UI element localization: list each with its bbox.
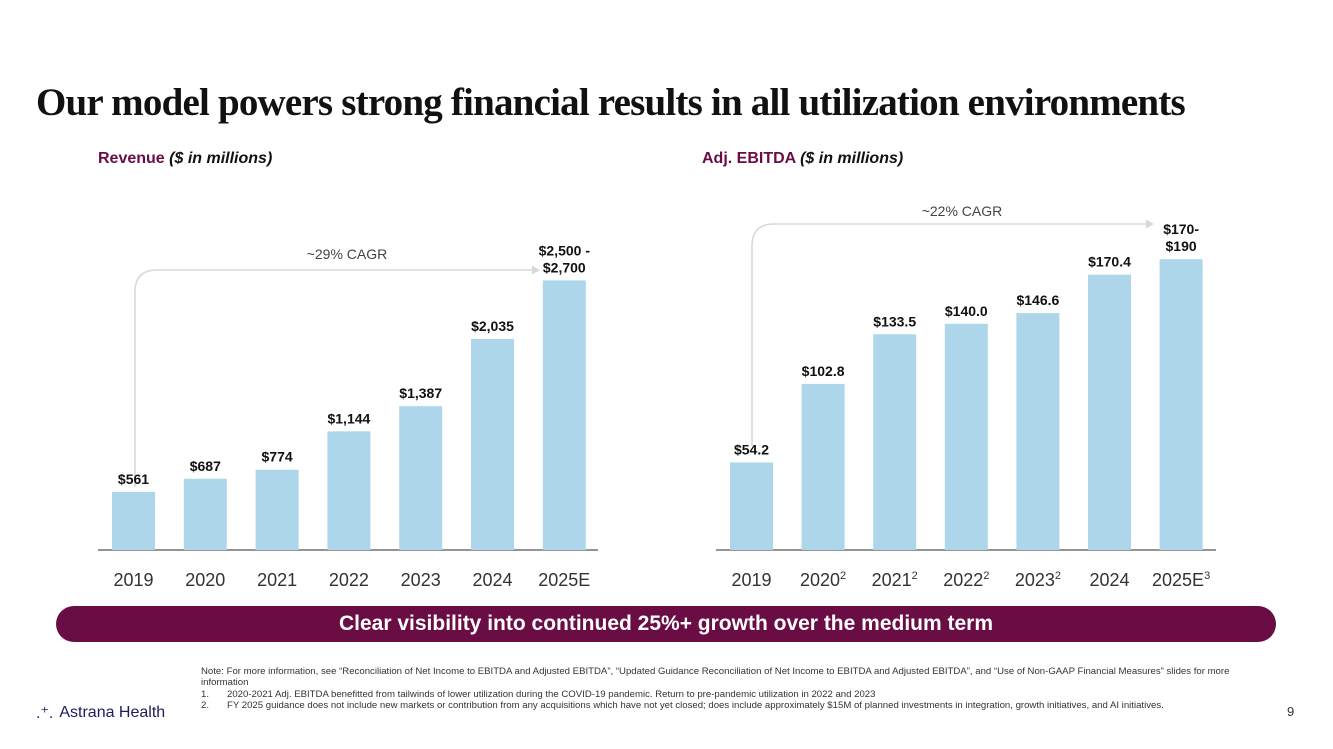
footnote-text: 2020-2021 Adj. EBITDA benefitted from ta… [227,688,876,700]
revenue-chart-header: Revenue ($ in millions) [98,150,272,168]
data-label: $190 [1166,238,1197,254]
data-label: $54.2 [734,441,769,457]
data-label: $687 [190,458,221,474]
cagr-arrow-line [751,223,1146,446]
bar-2025E [542,280,586,550]
revenue-chart: ~29% CAGR $561 2019 $687 2020 $774 2021 $1,144 2… [98,242,598,590]
bar-2023 [1016,313,1060,550]
footnote-number: 1. [201,688,210,700]
footnote-text: FY 2025 guidance does not include new ma… [227,700,1164,712]
data-label: $170- [1163,221,1199,237]
footnote-number: 2. [201,700,210,712]
x-tick-label: 2020 [185,570,225,590]
footnote-intro: Note: For more information, see “Reconci… [201,666,1230,689]
cagr-annotation: ~22% CAGR [922,203,1003,219]
bar-2021 [255,469,299,550]
data-label: $2,700 [543,259,586,275]
data-label: $133.5 [873,313,916,329]
x-tick-label: 2025E [538,570,590,590]
astrana-mark-icon: .⁺. [36,705,54,722]
footnote-2: 2. FY 2025 guidance does not include new… [201,700,1231,711]
company-name: Astrana Health [59,704,166,721]
x-tick-label: 20212 [872,570,918,590]
x-tick-label: 2025E3 [1152,570,1210,590]
data-label: $140.0 [945,303,988,319]
x-tick-label: 20222 [943,570,989,590]
cagr-arrow-line [134,269,532,487]
company-logo: .⁺. Astrana Health [36,703,165,723]
footnote-superscript: 2 [912,570,918,582]
data-label: $774 [262,449,293,465]
bar-2023 [399,406,443,550]
footnote-superscript: 2 [1055,570,1061,582]
footnotes: Note: For more information, see “Reconci… [201,666,1231,712]
bar-2025E [1159,259,1203,550]
bar-2021 [873,334,917,550]
footnote-1: 1. 2020-2021 Adj. EBITDA benefitted from… [201,689,1231,700]
growth-banner: Clear visibility into continued 25%+ gro… [56,606,1276,642]
x-tick-label: 2021 [257,570,297,590]
cagr-annotation: ~29% CAGR [307,246,388,262]
bar-2020 [801,383,845,550]
data-label: $102.8 [802,363,845,379]
data-label: $170.4 [1088,254,1131,270]
data-label: $1,387 [399,385,442,401]
bar-2024 [471,338,514,550]
x-tick-label: 20202 [800,570,846,590]
bar-2019 [730,462,773,550]
x-tick-label: 2024 [472,570,512,590]
footnote-superscript: 3 [1204,570,1210,582]
data-label: $146.6 [1016,292,1059,308]
cagr-arrowhead-icon [1146,219,1154,229]
ebitda-chart-header: Adj. EBITDA ($ in millions) [702,150,903,168]
data-label: $561 [118,471,149,487]
bar-2020 [183,478,227,550]
x-tick-label: 2022 [329,570,369,590]
page-title: Our model powers strong financial result… [36,81,1186,124]
revenue-chart-unit: ($ in millions) [169,150,273,167]
ebitda-chart-unit: ($ in millions) [800,150,904,167]
ebitda-chart-label: Adj. EBITDA [702,150,796,167]
data-label: $1,144 [327,410,370,426]
page-number: 9 [1287,704,1295,719]
data-label: $2,035 [471,318,514,334]
x-tick-label: 20232 [1015,570,1061,590]
bar-2024 [1088,274,1131,550]
bar-2022 [327,431,371,550]
cagr-arrowhead-icon [532,265,540,275]
x-tick-label: 2019 [731,570,771,590]
adj_ebitda-chart: ~22% CAGR $54.2 2019 $102.8 20202 $133.5 20212… [716,203,1216,590]
x-tick-label: 2019 [113,570,153,590]
bar-2019 [112,491,155,550]
bar-2022 [944,323,988,550]
footnote-superscript: 2 [983,570,989,582]
x-tick-label: 2023 [401,570,441,590]
revenue-chart-label: Revenue [98,150,165,167]
charts-canvas: ~29% CAGR $561 2019 $687 2020 $774 2021 $1,144 2… [98,203,1216,590]
x-tick-label: 2024 [1089,570,1129,590]
data-label: $2,500 - [539,242,591,258]
footnote-superscript: 2 [840,570,846,582]
